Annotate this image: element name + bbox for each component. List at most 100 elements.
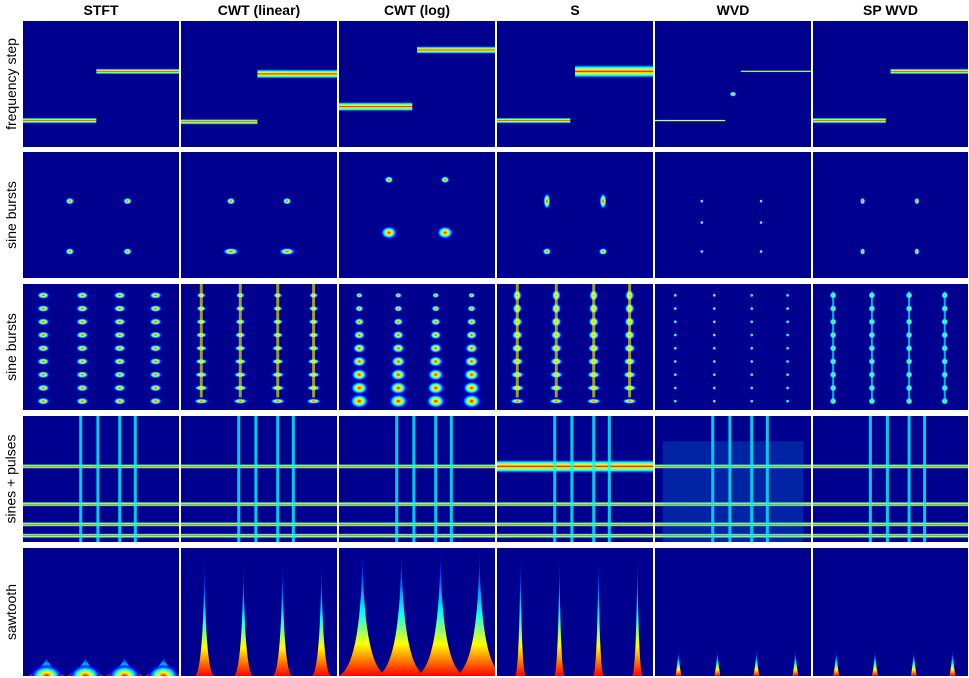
burst-blob — [148, 331, 163, 340]
burst-blob — [599, 192, 608, 211]
frequency-band — [655, 119, 726, 122]
burst-blob — [389, 368, 408, 382]
pulse-line — [96, 416, 100, 542]
spectrogram — [348, 292, 482, 409]
burst-blob — [112, 357, 127, 366]
burst-blob — [749, 359, 754, 364]
burst-blob — [225, 197, 236, 206]
spectrogram — [655, 70, 811, 122]
spectrogram — [23, 68, 179, 124]
panel-sawtooth-cwt-log — [339, 548, 495, 676]
spectrogram — [221, 197, 297, 256]
sawtooth-blob — [29, 664, 64, 676]
row-label-sine-bursts-1: sine bursts — [3, 181, 20, 249]
burst-blob — [64, 247, 75, 256]
panel-sines-pulses-cwt-log — [339, 416, 495, 542]
spectrogram — [181, 416, 337, 542]
row-label-sawtooth: sawtooth — [3, 583, 20, 641]
burst-blob — [598, 247, 609, 256]
pulse-line — [133, 416, 137, 542]
spectrogram — [515, 554, 643, 676]
burst-blob — [354, 304, 365, 313]
burst-blob — [463, 355, 480, 368]
burst-blob — [712, 399, 717, 404]
row-label-sine-bursts-2: sine bursts — [3, 313, 20, 381]
burst-blob — [388, 380, 408, 396]
sawtooth-spike — [234, 560, 253, 676]
spectrogram — [813, 416, 968, 542]
burst-blob — [436, 225, 455, 240]
pulse-line — [291, 416, 295, 542]
burst-blob — [36, 317, 51, 326]
sawtooth-spike — [714, 650, 721, 676]
burst-blob — [621, 398, 638, 405]
burst-blob — [391, 342, 406, 354]
sawtooth-spike — [910, 650, 917, 676]
burst-blob — [148, 344, 163, 353]
burst-blob — [148, 317, 163, 326]
pulse-line — [570, 416, 574, 542]
burst-blob — [859, 197, 866, 206]
spectrogram — [339, 548, 495, 676]
burst-blob — [462, 380, 482, 396]
sine-band — [339, 501, 495, 507]
sine-band — [813, 501, 968, 507]
sawtooth-blob — [146, 664, 179, 676]
burst-column — [870, 291, 873, 404]
spectrogram — [497, 64, 653, 124]
burst-blob — [122, 197, 133, 206]
burst-blob — [749, 372, 754, 377]
spectrogram — [813, 68, 968, 124]
burst-blob — [749, 346, 754, 351]
panel-sine-bursts-b-sp-wvd — [813, 284, 968, 410]
sawtooth-spike — [753, 650, 760, 676]
burst-blob — [393, 304, 404, 313]
burst-blob — [712, 319, 717, 324]
burst-blob — [749, 319, 754, 324]
frequency-band — [575, 64, 653, 79]
panel-sines-pulses-s — [497, 416, 653, 542]
burst-blob — [112, 304, 127, 313]
spectrogram — [64, 197, 133, 256]
sawtooth-blob — [68, 664, 103, 676]
burst-blob — [749, 399, 754, 404]
burst-column — [554, 284, 558, 398]
burst-blob — [391, 330, 405, 340]
sawtooth-spike — [455, 548, 495, 676]
burst-blob — [585, 398, 602, 405]
burst-blob — [112, 344, 127, 353]
sine-band — [497, 459, 653, 474]
burst-blob — [148, 304, 163, 313]
pulse-line — [711, 416, 715, 542]
burst-blob — [785, 293, 790, 298]
burst-blob — [387, 393, 409, 409]
panel-sawtooth-stft — [23, 548, 179, 676]
burst-blob — [673, 346, 678, 351]
burst-blob — [148, 397, 163, 406]
burst-blob — [351, 355, 368, 368]
burst-blob — [759, 199, 764, 204]
panel-sines-pulses-wvd — [655, 416, 811, 542]
sine-band — [339, 521, 495, 527]
burst-blob — [112, 331, 127, 340]
panel-sine-bursts-a-cwt-linear — [181, 152, 337, 278]
burst-column — [628, 284, 632, 398]
burst-blob — [467, 292, 476, 299]
pulse-line — [907, 416, 911, 542]
sine-band — [339, 463, 495, 469]
pulse-line — [395, 416, 399, 542]
burst-column — [943, 291, 946, 404]
panel-sine-bursts-a-wvd — [655, 152, 811, 278]
burst-blob — [390, 355, 407, 368]
spectrogram — [28, 656, 179, 676]
burst-blob — [350, 368, 369, 382]
burst-blob — [232, 398, 249, 405]
burst-blob — [712, 346, 717, 351]
spectrogram — [195, 560, 331, 676]
panel-frequency-step-cwt-log — [339, 21, 495, 147]
pulse-line — [276, 416, 280, 542]
burst-blob — [749, 306, 754, 311]
burst-blob — [712, 306, 717, 311]
burst-blob — [430, 304, 441, 313]
burst-blob — [36, 291, 51, 300]
